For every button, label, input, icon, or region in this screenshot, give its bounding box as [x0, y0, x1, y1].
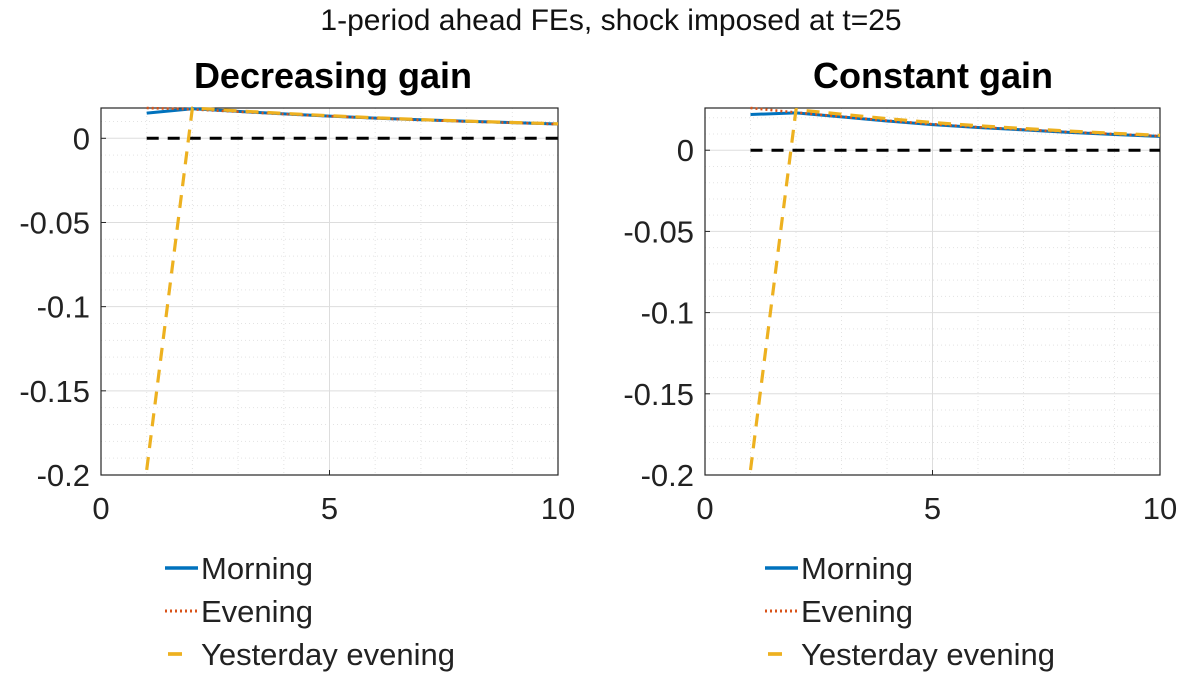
series-line-evening [146, 106, 559, 126]
y-tick-label: -0.2 [37, 458, 90, 493]
y-tick-label: 0 [677, 133, 694, 168]
legend-label: Morning [801, 551, 913, 586]
series-line-yesterday-evening [145, 106, 559, 471]
legend-label: Evening [801, 594, 913, 629]
x-tick-label: 0 [696, 491, 713, 526]
legend-label: Evening [201, 594, 313, 629]
y-tick-label: -0.05 [19, 205, 90, 240]
y-tick-label: 0 [73, 121, 90, 156]
legend-label: Yesterday evening [201, 637, 455, 672]
y-tick-label: -0.1 [37, 290, 90, 325]
x-tick-label: 10 [541, 491, 575, 526]
legend-label: Morning [201, 551, 313, 586]
y-tick-label: -0.15 [623, 377, 694, 412]
x-tick-label: 10 [1143, 491, 1177, 526]
series-line-yesterday-evening [748, 107, 1161, 471]
panel-title: Decreasing gain [194, 55, 472, 96]
legend: Morning Evening Yesterday evening [165, 551, 455, 672]
x-tick-label: 5 [321, 491, 338, 526]
x-tick-label: 0 [92, 491, 109, 526]
y-tick-label: -0.05 [623, 214, 694, 249]
y-tick-label: -0.15 [19, 374, 90, 409]
figure-suptitle: 1-period ahead FEs, shock imposed at t=2… [320, 4, 901, 37]
legend: Morning Evening Yesterday evening [765, 551, 1055, 672]
y-tick-label: -0.1 [641, 296, 694, 331]
x-tick-label: 5 [924, 491, 941, 526]
series-line-evening [750, 106, 1161, 138]
legend-label: Yesterday evening [801, 637, 1055, 672]
y-tick-label: -0.2 [641, 458, 694, 493]
panel-title: Constant gain [813, 55, 1053, 96]
